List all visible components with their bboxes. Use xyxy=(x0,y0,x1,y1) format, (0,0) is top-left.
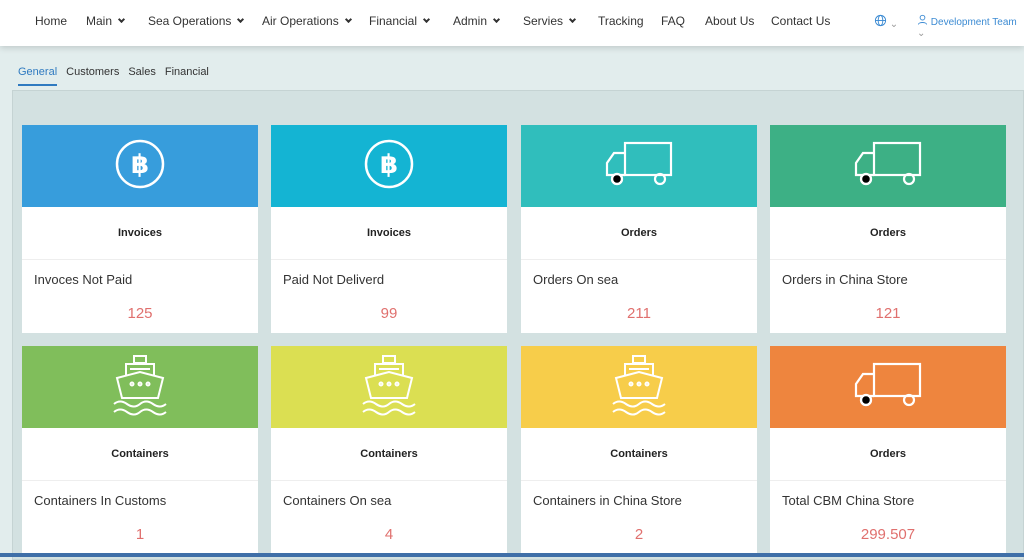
card-value: 4 xyxy=(384,526,394,543)
card-label: Containers On sea xyxy=(283,493,392,508)
card-title: Orders xyxy=(521,207,757,260)
stat-card[interactable]: Orders Total CBM China Store 299.507 xyxy=(770,346,1006,554)
card-value: 125 xyxy=(127,305,153,322)
globe-icon xyxy=(874,14,887,27)
nav-item-home[interactable]: Home xyxy=(35,14,67,28)
card-header xyxy=(770,125,1006,207)
nav-label: Main xyxy=(86,14,113,28)
chevron-down-icon xyxy=(117,15,126,24)
tab-customers[interactable]: Customers xyxy=(66,66,120,78)
card-header xyxy=(521,346,757,428)
nav-item-contact-us[interactable]: Contact Us xyxy=(771,14,830,28)
nav-item-admin[interactable]: Admin xyxy=(453,14,501,28)
chevron-down-icon xyxy=(568,15,577,24)
svg-text:฿: ฿ xyxy=(131,150,149,180)
card-title: Orders xyxy=(770,207,1006,260)
nav-item-air-operations[interactable]: Air Operations xyxy=(262,14,352,28)
card-value: 99 xyxy=(380,305,398,322)
nav-label: About Us xyxy=(705,14,755,28)
stat-card[interactable]: Containers Containers in China Store 2 xyxy=(521,346,757,554)
card-label: Orders in China Store xyxy=(782,272,908,287)
card-value: 299.507 xyxy=(860,526,916,543)
top-nav: Home Main Sea Operations Air Operations Fina… xyxy=(0,0,1024,46)
card-value: 121 xyxy=(875,305,901,322)
nav-item-tracking[interactable]: Tracking xyxy=(598,14,644,28)
card-label: Containers in China Store xyxy=(533,493,682,508)
card-value: 2 xyxy=(634,526,644,543)
user-icon xyxy=(917,14,928,25)
card-title: Containers xyxy=(271,428,507,481)
chevron-down-icon xyxy=(422,15,431,24)
nav-item-main[interactable]: Main xyxy=(86,14,126,28)
nav-label: Sea Operations xyxy=(148,14,232,28)
nav-item-sea-operations[interactable]: Sea Operations xyxy=(148,14,245,28)
card-title: Containers xyxy=(22,428,258,481)
card-header xyxy=(271,346,507,428)
card-header: ฿ xyxy=(271,125,507,207)
taskbar xyxy=(0,553,1024,557)
chevron-down-icon xyxy=(237,15,245,24)
user-menu[interactable]: Development Team ⌄ xyxy=(917,14,1024,39)
card-value: 211 xyxy=(627,305,651,322)
stat-card[interactable]: Orders Orders On sea 211 xyxy=(521,125,757,333)
card-label: Total CBM China Store xyxy=(782,493,915,508)
tab-general[interactable]: General xyxy=(18,66,58,86)
card-label: Orders On sea xyxy=(533,272,619,287)
card-label: Invoces Not Paid xyxy=(34,272,133,287)
nav-label: FAQ xyxy=(661,14,686,28)
tab-financial[interactable]: Financial xyxy=(164,66,209,78)
card-label: Containers In Customs xyxy=(34,493,167,508)
truck-icon xyxy=(854,141,922,192)
chevron-down-icon xyxy=(344,15,352,24)
baht-icon: ฿ xyxy=(363,138,415,195)
nav-item-servies[interactable]: Servies xyxy=(523,14,577,28)
card-header xyxy=(521,125,757,207)
nav-item-faq[interactable]: FAQ xyxy=(661,14,685,28)
nav-label: Tracking xyxy=(598,14,644,28)
tab-sales[interactable]: Sales xyxy=(128,66,156,78)
ship-icon xyxy=(361,354,417,421)
card-title: Invoices xyxy=(22,207,258,260)
nav-label: Servies xyxy=(523,14,564,28)
nav-item-about-us[interactable]: About Us xyxy=(705,14,754,28)
nav-label: Financial xyxy=(369,14,418,28)
stat-card[interactable]: Orders Orders in China Store 121 xyxy=(770,125,1006,333)
card-value: 1 xyxy=(135,526,145,543)
card-header xyxy=(22,346,258,428)
stat-card[interactable]: Containers Containers In Customs 1 xyxy=(22,346,258,554)
truck-icon xyxy=(854,362,922,413)
chevron-down-icon xyxy=(492,15,501,24)
baht-icon: ฿ xyxy=(114,138,166,195)
nav-label: Admin xyxy=(453,14,488,28)
stat-card[interactable]: ฿ Invoices Paid Not Deliverd 99 xyxy=(271,125,507,333)
nav-label: Contact Us xyxy=(771,14,831,28)
card-title: Invoices xyxy=(271,207,507,260)
ship-icon xyxy=(611,354,667,421)
truck-icon xyxy=(605,141,673,192)
tabs: General Customers Sales Financial xyxy=(18,66,218,86)
nav-label: Air Operations xyxy=(262,14,339,28)
user-name: Development Team xyxy=(930,17,1017,28)
card-label: Paid Not Deliverd xyxy=(283,272,385,287)
stat-card[interactable]: Containers Containers On sea 4 xyxy=(271,346,507,554)
card-title: Containers xyxy=(521,428,757,481)
nav-item-financial[interactable]: Financial xyxy=(369,14,431,28)
stat-card[interactable]: ฿ Invoices Invoces Not Paid 125 xyxy=(22,125,258,333)
language-selector[interactable]: ⌄ xyxy=(874,14,898,30)
card-header xyxy=(770,346,1006,428)
nav-label: Home xyxy=(35,14,68,28)
ship-icon xyxy=(112,354,168,421)
card-title: Orders xyxy=(770,428,1006,481)
svg-text:฿: ฿ xyxy=(380,150,398,180)
card-header: ฿ xyxy=(22,125,258,207)
